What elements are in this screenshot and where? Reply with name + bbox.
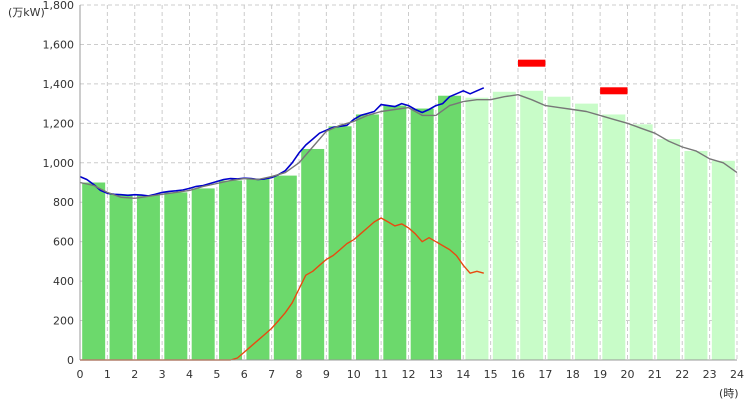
bar-hour-17 — [547, 96, 571, 360]
y-tick-label-1000: 1,000 — [43, 157, 75, 170]
bar-hour-9 — [328, 126, 352, 361]
bar-hour-23 — [711, 160, 735, 360]
y-tick-label-200: 200 — [53, 315, 74, 328]
bar-hour-19 — [602, 114, 626, 360]
x-tick-label-4: 4 — [186, 368, 193, 381]
bar-hour-3 — [164, 192, 188, 360]
bar-hour-8 — [301, 148, 325, 360]
bar-hour-10 — [355, 114, 379, 360]
x-tick-label-1: 1 — [104, 368, 111, 381]
peak-markers — [518, 59, 628, 95]
y-tick-label-1600: 1,600 — [43, 38, 75, 51]
x-tick-label-11: 11 — [374, 368, 388, 381]
grid — [80, 4, 738, 360]
bar-hour-18 — [574, 103, 598, 360]
x-tick-label-22: 22 — [675, 368, 689, 381]
x-tick-label-15: 15 — [484, 368, 498, 381]
y-tick-label-800: 800 — [53, 196, 74, 209]
x-tick-label-0: 0 — [77, 368, 84, 381]
x-tick-label-23: 23 — [703, 368, 717, 381]
x-tick-label-17: 17 — [538, 368, 552, 381]
y-tick-label-1800: 1,800 — [43, 0, 75, 12]
bar-hour-2 — [136, 195, 160, 360]
x-tick-label-21: 21 — [648, 368, 662, 381]
bar-hour-6 — [246, 178, 270, 360]
bar-hour-1 — [109, 194, 133, 360]
y-tick-label-1400: 1,400 — [43, 78, 75, 91]
bar-hour-14 — [465, 97, 489, 360]
x-tick-label-14: 14 — [456, 368, 470, 381]
x-tick-label-8: 8 — [296, 368, 303, 381]
y-unit-label: (万kW) — [8, 6, 45, 19]
x-tick-label-16: 16 — [511, 368, 525, 381]
tick-labels: 0 200 400 600 800 1,000 1,200 1,400 1,600 1,800 0 1… — [43, 0, 745, 381]
y-tick-label-0: 0 — [67, 354, 74, 367]
bar-hour-20 — [629, 124, 653, 360]
x-tick-label-10: 10 — [347, 368, 361, 381]
x-tick-label-6: 6 — [241, 368, 248, 381]
bar-hour-5 — [219, 180, 243, 360]
bar-hour-4 — [191, 188, 215, 360]
x-unit-label: (時) — [719, 387, 739, 400]
bar-hour-16 — [520, 90, 544, 361]
x-tick-label-19: 19 — [593, 368, 607, 381]
x-tick-label-2: 2 — [131, 368, 138, 381]
y-tick-label-600: 600 — [53, 236, 74, 249]
x-tick-label-24: 24 — [730, 368, 744, 381]
x-tick-label-5: 5 — [213, 368, 220, 381]
bar-hour-21 — [657, 139, 681, 360]
bar-hour-0 — [82, 182, 106, 360]
y-tick-label-400: 400 — [53, 275, 74, 288]
x-tick-label-18: 18 — [566, 368, 580, 381]
bars — [82, 90, 735, 361]
series-line-forecast — [79, 93, 738, 200]
y-tick-label-1200: 1,200 — [43, 117, 75, 130]
x-tick-label-7: 7 — [268, 368, 275, 381]
x-tick-label-13: 13 — [429, 368, 443, 381]
bar-hour-11 — [383, 105, 407, 360]
x-tick-label-20: 20 — [621, 368, 635, 381]
bar-hour-22 — [684, 150, 708, 360]
peak-marker-0 — [518, 59, 546, 67]
axes — [79, 5, 737, 361]
bar-hour-12 — [410, 108, 434, 361]
x-tick-label-12: 12 — [402, 368, 416, 381]
bar-hour-7 — [273, 175, 297, 360]
bar-hour-13 — [438, 95, 462, 360]
x-tick-label-9: 9 — [323, 368, 330, 381]
bar-hour-15 — [492, 91, 516, 361]
x-tick-label-3: 3 — [159, 368, 166, 381]
peak-marker-1 — [600, 87, 628, 95]
